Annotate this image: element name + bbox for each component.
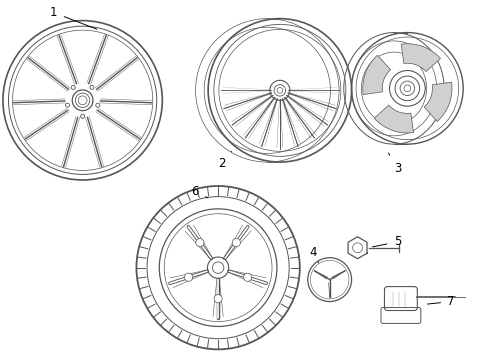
Circle shape: [390, 71, 425, 106]
Wedge shape: [424, 82, 452, 122]
Wedge shape: [374, 105, 414, 133]
Wedge shape: [401, 44, 441, 72]
Circle shape: [196, 238, 204, 247]
Text: 3: 3: [389, 153, 401, 175]
Text: 5: 5: [372, 235, 401, 248]
Text: 6: 6: [192, 185, 208, 198]
Circle shape: [212, 262, 224, 273]
Circle shape: [232, 238, 241, 247]
Text: 1: 1: [50, 6, 97, 29]
Wedge shape: [363, 55, 391, 95]
Text: 4: 4: [309, 246, 318, 263]
Circle shape: [244, 273, 252, 281]
Text: 7: 7: [427, 295, 455, 308]
Circle shape: [185, 273, 193, 281]
Circle shape: [214, 294, 222, 303]
Text: 2: 2: [219, 151, 231, 170]
